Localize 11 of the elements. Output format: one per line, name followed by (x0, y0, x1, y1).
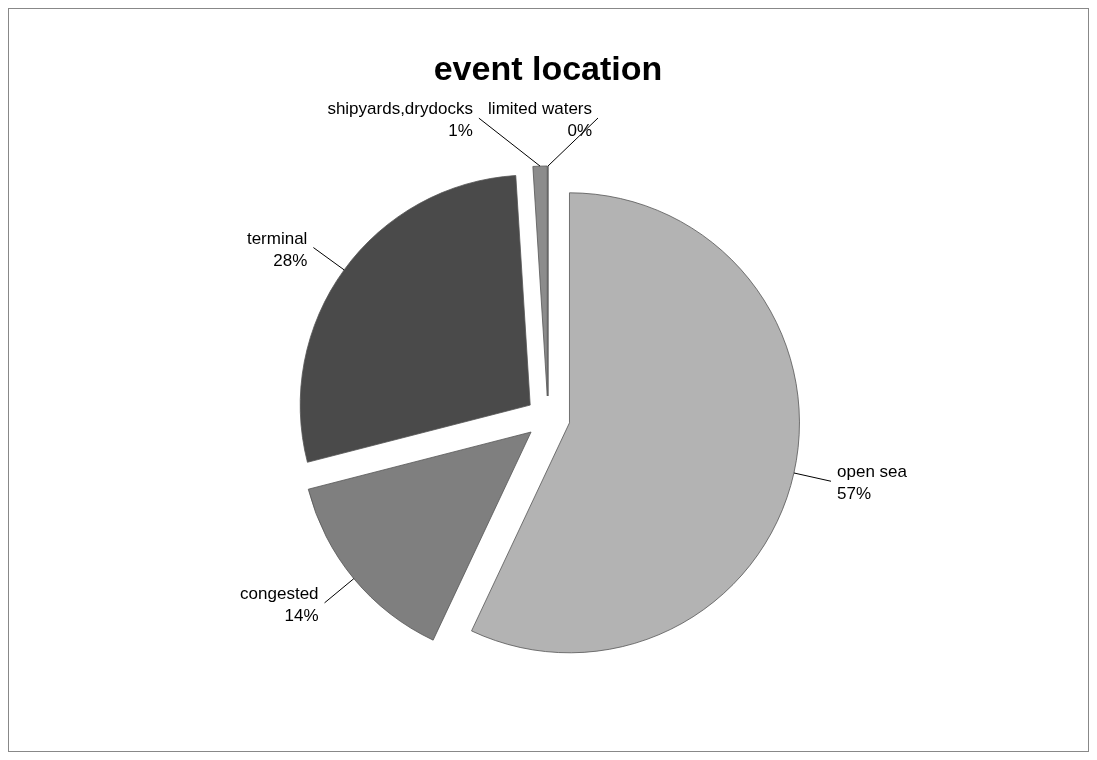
data-label: 28% (273, 250, 308, 270)
data-label: 57% (837, 484, 872, 504)
slice-label: shipyards,drydocks (327, 99, 473, 119)
category-label: limited waters (488, 99, 592, 118)
text: 0% (567, 121, 592, 140)
chart-title: event location (433, 49, 663, 87)
slice-label: open sea (837, 462, 908, 482)
slice-label: congested (240, 583, 319, 603)
slice-label: terminal (246, 228, 308, 248)
data-label: 1% (448, 121, 473, 141)
data-label: 14% (284, 605, 319, 625)
